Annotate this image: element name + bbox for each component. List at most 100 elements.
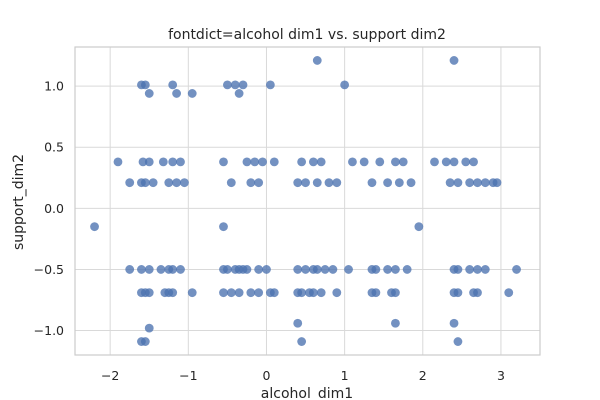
scatter-point bbox=[242, 265, 252, 274]
scatter-point bbox=[473, 288, 482, 298]
scatter-point bbox=[144, 323, 154, 333]
scatter-point bbox=[394, 178, 404, 188]
scatter-point bbox=[164, 178, 174, 188]
scatter-point bbox=[371, 265, 381, 274]
scatter-point bbox=[375, 157, 385, 167]
scatter-point bbox=[234, 288, 244, 298]
scatter-point bbox=[180, 178, 189, 188]
ticks-layer: −2 −1 0 1 2 3 −1.0 −0.5 0.0 0.5 1.0 bbox=[34, 79, 505, 383]
scatter-point bbox=[125, 178, 135, 188]
scatter-point bbox=[301, 265, 310, 274]
scatter-point bbox=[398, 157, 408, 167]
scatter-point bbox=[176, 157, 185, 167]
scatter-point bbox=[219, 222, 228, 232]
scatter-point bbox=[465, 178, 475, 188]
scatter-point bbox=[297, 157, 307, 167]
scatter-point bbox=[140, 337, 150, 346]
scatter-point bbox=[172, 178, 181, 188]
scatter-point bbox=[222, 265, 232, 274]
scatter-point bbox=[222, 80, 232, 90]
x-tick-label: −1 bbox=[179, 368, 197, 383]
scatter-point bbox=[230, 80, 240, 90]
scatter-point bbox=[172, 89, 181, 98]
axes-layer bbox=[74, 46, 541, 356]
scatter-point bbox=[158, 157, 168, 167]
scatter-point bbox=[391, 265, 400, 274]
scatter-point bbox=[430, 157, 439, 167]
points-layer bbox=[90, 56, 521, 346]
x-axis-label: alcohol_dim1 bbox=[261, 386, 353, 400]
scatter-point bbox=[383, 265, 393, 274]
scatter-point bbox=[469, 157, 478, 167]
x-tick-label: 0 bbox=[262, 368, 270, 383]
scatter-point bbox=[140, 178, 150, 188]
scatter-point bbox=[156, 265, 166, 274]
scatter-point bbox=[242, 157, 252, 167]
scatter-point bbox=[168, 265, 178, 274]
scatter-point bbox=[265, 80, 275, 90]
scatter-point bbox=[383, 178, 393, 188]
y-tick-label: 1.0 bbox=[44, 79, 64, 94]
plot-frame bbox=[74, 46, 541, 356]
scatter-point bbox=[293, 265, 303, 274]
scatter-point bbox=[348, 157, 357, 167]
scatter-point bbox=[308, 157, 318, 167]
scatter-point bbox=[246, 288, 256, 298]
scatter-point bbox=[453, 265, 463, 274]
scatter-point bbox=[187, 288, 197, 298]
scatter-point bbox=[340, 80, 350, 90]
scatter-point bbox=[465, 265, 475, 274]
scatter-point bbox=[238, 80, 248, 90]
x-tick-label: 2 bbox=[419, 368, 427, 383]
scatter-point bbox=[297, 337, 307, 346]
scatter-point bbox=[140, 80, 150, 90]
scatter-point bbox=[297, 288, 307, 298]
scatter-point bbox=[391, 318, 400, 328]
scatter-point bbox=[449, 318, 459, 328]
scatter-point bbox=[144, 89, 154, 98]
scatter-point bbox=[492, 178, 502, 188]
scatter-point bbox=[90, 222, 99, 232]
scatter-point bbox=[254, 178, 264, 188]
scatter-point bbox=[461, 157, 471, 167]
scatter-point bbox=[144, 288, 154, 298]
scatter-point bbox=[219, 157, 228, 167]
scatter-point bbox=[441, 157, 451, 167]
scatter-point bbox=[258, 157, 267, 167]
scatter-point bbox=[473, 265, 482, 274]
scatter-point bbox=[113, 157, 123, 167]
scatter-point bbox=[453, 178, 463, 188]
y-tick-label: 0.0 bbox=[44, 201, 64, 216]
scatter-point bbox=[176, 265, 185, 274]
scatter-point bbox=[445, 178, 455, 188]
x-tick-label: −2 bbox=[101, 368, 119, 383]
scatter-point bbox=[246, 178, 256, 188]
scatter-point bbox=[414, 222, 424, 232]
scatter-point bbox=[320, 265, 330, 274]
scatter-point bbox=[254, 265, 264, 274]
scatter-point bbox=[359, 157, 369, 167]
scatter-point bbox=[148, 178, 158, 188]
scatter-point bbox=[168, 288, 178, 298]
scatter-point bbox=[312, 56, 322, 65]
scatter-point bbox=[367, 178, 377, 188]
scatter-point bbox=[391, 288, 400, 298]
scatter-point bbox=[168, 157, 178, 167]
scatter-point bbox=[406, 178, 416, 188]
scatter-point bbox=[293, 318, 303, 328]
scatter-point bbox=[269, 157, 279, 167]
scatter-point bbox=[449, 56, 459, 65]
y-axis-label: support_dim2 bbox=[11, 154, 27, 250]
scatter-point bbox=[125, 265, 135, 274]
y-tick-label: −1.0 bbox=[34, 323, 64, 338]
scatter-point bbox=[234, 89, 244, 98]
scatter-point bbox=[219, 288, 228, 298]
scatter-point bbox=[512, 265, 521, 274]
scatter-point bbox=[168, 80, 178, 90]
x-tick-label: 1 bbox=[341, 368, 349, 383]
scatter-point bbox=[449, 157, 459, 167]
scatter-point bbox=[254, 288, 264, 298]
